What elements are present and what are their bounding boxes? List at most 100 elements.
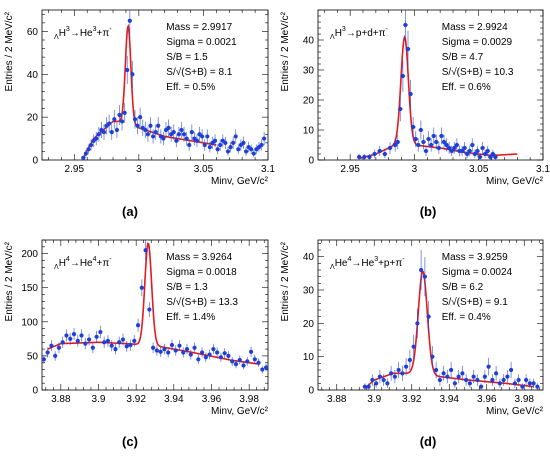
data-point	[475, 148, 480, 154]
data-point	[367, 154, 372, 160]
data-point	[135, 123, 140, 128]
process-label-part: -	[402, 256, 405, 263]
y-tick-label: 0	[32, 386, 38, 397]
data-point	[237, 357, 242, 363]
stat-line: Eff. = 0.6%	[442, 82, 491, 93]
data-point	[467, 148, 472, 154]
data-point	[434, 139, 439, 145]
data-point	[262, 136, 267, 141]
stat-line: Sigma = 0.0021	[166, 37, 237, 48]
data-point	[98, 329, 103, 335]
data-point	[179, 127, 184, 133]
data-point	[101, 130, 107, 135]
data-point	[184, 136, 189, 141]
x-tick-label: 3.98	[515, 394, 535, 405]
x-tick-label: 3.96	[202, 394, 222, 405]
x-tick-label: 3.88	[327, 394, 347, 405]
data-point	[228, 145, 233, 150]
data-point	[188, 352, 193, 357]
y-tick-label: 60	[27, 27, 39, 38]
data-point	[465, 151, 470, 157]
plot-frame	[41, 9, 269, 161]
data-point	[243, 149, 249, 154]
process-label-part: Λ	[54, 34, 59, 41]
process-label-part: -	[386, 26, 389, 33]
data-point	[53, 353, 58, 359]
data-point	[249, 147, 254, 152]
process-label-part: H	[59, 258, 66, 269]
data-point	[176, 132, 181, 137]
process-label-part: →p+d+π	[346, 28, 386, 39]
process-label-part: 3	[66, 26, 70, 33]
data-point	[251, 151, 256, 156]
data-point	[138, 115, 143, 120]
process-label-part: He	[335, 258, 348, 269]
process-label-part: Λ	[330, 34, 335, 41]
data-point	[423, 148, 429, 154]
y-tick-label: 30	[303, 286, 315, 297]
data-point	[490, 151, 495, 157]
data-point	[124, 344, 129, 349]
data-point	[472, 151, 477, 157]
stat-line: Sigma = 0.0029	[442, 37, 513, 48]
data-point	[45, 350, 50, 355]
data-point	[145, 132, 150, 137]
data-point	[398, 106, 403, 112]
panel-label: (d)	[420, 434, 437, 449]
panel-label: (a)	[122, 204, 138, 219]
data-point	[411, 124, 416, 130]
x-tick-label: 3.05	[194, 164, 214, 175]
data-point	[524, 377, 529, 383]
data-point	[479, 384, 484, 389]
data-point	[94, 136, 99, 141]
x-tick-label: 3.05	[469, 164, 489, 175]
data-point	[71, 331, 77, 337]
stat-line: Mass = 3.9264	[166, 252, 232, 263]
data-point	[403, 22, 408, 28]
x-axis-label: Minv, GeV/c²	[486, 176, 544, 187]
data-point	[203, 355, 208, 360]
data-point	[400, 371, 405, 376]
stat-line: S/√(S+B) = 10.3	[442, 66, 514, 78]
data-point	[436, 145, 441, 151]
data-point	[166, 125, 171, 130]
process-label-part: →He	[70, 28, 93, 39]
x-tick-label: 3	[412, 164, 418, 175]
x-tick-label: 3.9	[367, 394, 381, 405]
data-point	[215, 147, 220, 152]
process-label-part: 4	[93, 256, 97, 263]
data-point	[96, 132, 101, 137]
data-point	[107, 121, 112, 126]
data-point	[422, 274, 427, 279]
panel-c: 3.88 3.9 3.92 3.94 3.96 3.98 0 50 100 150 200 Entri…	[4, 239, 269, 449]
process-label: ΛH3→He3+π-	[54, 26, 112, 41]
data-point	[218, 355, 224, 360]
data-point	[207, 145, 212, 150]
process-label-part: +p+π	[378, 258, 402, 269]
process-label-part: 3	[374, 256, 378, 263]
x-tick-label: 3.92	[126, 394, 146, 405]
process-label: ΛH4→He4+π-	[54, 256, 112, 271]
data-point	[408, 91, 413, 97]
x-tick-label: 3.88	[51, 394, 71, 405]
data-point	[147, 307, 152, 312]
data-point	[256, 360, 261, 365]
y-tick-label: 100	[21, 317, 38, 328]
panel-b: 2.95 3 3.05 3.1 0 10 20 30 40 Entries / 2 MeV/c² M…	[280, 9, 550, 219]
data-point	[41, 357, 46, 362]
stat-line: Eff. = 0.4%	[442, 312, 491, 323]
data-point	[464, 377, 469, 383]
data-point	[430, 354, 435, 359]
data-point	[207, 352, 212, 357]
plot-frame	[317, 239, 544, 391]
stat-line: Eff. = 1.4%	[166, 312, 215, 323]
data-point	[377, 148, 382, 154]
data-point	[113, 346, 118, 352]
data-point	[230, 359, 235, 364]
data-point	[233, 134, 238, 139]
data-point	[531, 381, 536, 386]
fit-curve	[47, 242, 259, 365]
data-point	[404, 364, 409, 369]
process-label-part: →He	[70, 258, 93, 269]
y-axis-label: Entries / 2 MeV/c²	[4, 11, 15, 91]
